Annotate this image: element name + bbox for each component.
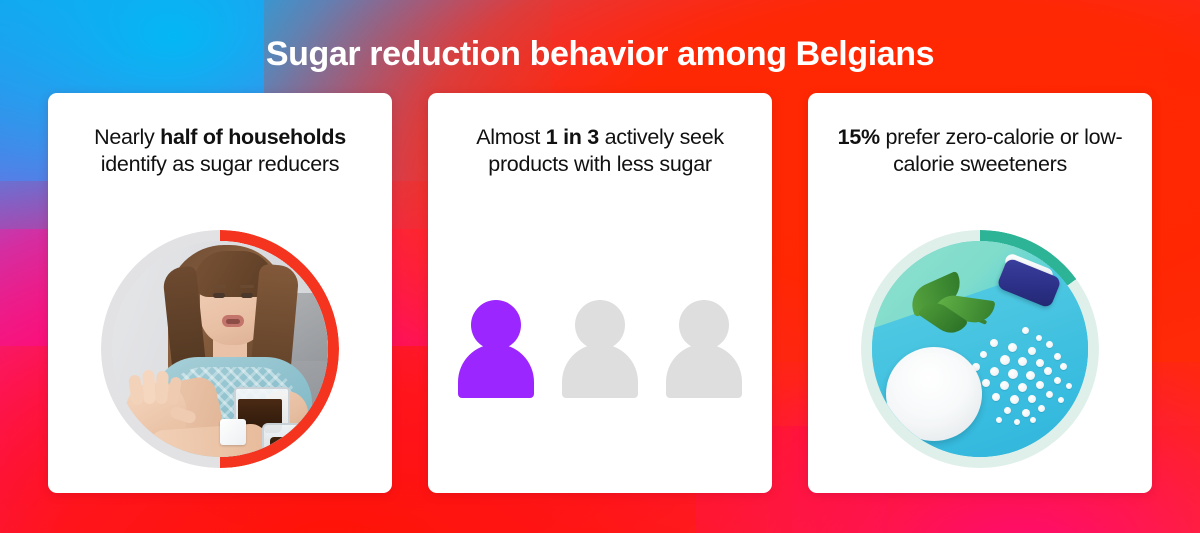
sweetener-tablet <box>1046 391 1053 398</box>
seek-text-before: Almost <box>476 125 546 149</box>
sweetener-tablet <box>1058 397 1064 403</box>
photo1-sugar-cube <box>220 419 246 445</box>
sweetener-tablet <box>1036 359 1044 367</box>
households-donut <box>101 230 339 468</box>
photo-woman-refusing-sugar <box>112 241 328 457</box>
person-icon-muted-2 <box>666 300 742 398</box>
sweetener-tablet <box>1028 395 1036 403</box>
sweetener-tablet <box>1000 355 1010 365</box>
households-visual <box>48 205 392 493</box>
seek-text-highlight: 1 in 3 <box>545 125 599 149</box>
sweetener-tablet <box>972 363 980 371</box>
sweetener-tablet <box>1030 417 1036 423</box>
sweetener-tablet <box>990 339 998 347</box>
stat-card-seek-less-sugar: Almost 1 in 3 actively seek products wit… <box>428 93 772 493</box>
photo1-finger-2 <box>142 369 156 405</box>
sweetener-tablet <box>1054 377 1061 384</box>
sweetener-tablet <box>1054 353 1061 360</box>
sweetener-tablet <box>1022 327 1029 334</box>
sweetener-tablet <box>1004 407 1011 414</box>
stat-card-sweeteners-text: 15% prefer zero-calorie or low-calorie s… <box>822 124 1138 177</box>
sweetener-tablet <box>1010 395 1019 404</box>
sweetener-tablet <box>1036 335 1042 341</box>
sweetener-tablet <box>1018 383 1027 392</box>
person-pictogram-group <box>458 300 742 398</box>
sweetener-tablet <box>992 393 1000 401</box>
sweetener-tablet <box>996 417 1002 423</box>
sweeteners-text-after: prefer zero-calorie or low-calorie sweet… <box>879 125 1123 176</box>
sweetener-tablet <box>980 351 987 358</box>
photo3-sugar-bowl-contents <box>894 353 974 423</box>
photo1-eye-right <box>241 293 253 298</box>
photo1-eyebrow-left <box>212 285 226 288</box>
sweetener-tablet <box>1060 363 1067 370</box>
photo1-mouth <box>226 319 240 324</box>
stat-card-households-text: Nearly half of households identify as su… <box>62 124 378 177</box>
sweeteners-text-highlight: 15% <box>837 125 880 149</box>
sweetener-tablet <box>1028 347 1036 355</box>
card-row: Nearly half of households identify as su… <box>48 93 1152 493</box>
page-title: Sugar reduction behavior among Belgians <box>265 35 935 73</box>
photo-sweeteners <box>872 241 1088 457</box>
sweetener-tablet <box>1022 409 1030 417</box>
sweetener-tablet <box>1046 341 1053 348</box>
households-text-before: Nearly <box>94 125 161 149</box>
stat-card-households: Nearly half of households identify as su… <box>48 93 392 493</box>
photo1-second-glass-liquid <box>270 437 316 455</box>
person-icon-body <box>458 344 534 398</box>
sweetener-tablet <box>990 367 999 376</box>
person-icon-highlighted <box>458 300 534 398</box>
sweetener-tablet <box>982 379 990 387</box>
sweetener-tablet <box>1008 343 1017 352</box>
sweetener-tablet <box>1008 369 1018 379</box>
sweetener-tablet <box>1044 367 1052 375</box>
sweetener-tablet <box>1014 419 1020 425</box>
person-icon-body <box>666 344 742 398</box>
sweeteners-donut <box>861 230 1099 468</box>
households-text-highlight: half of households <box>160 125 346 149</box>
sweetener-tablet <box>1066 383 1072 389</box>
sweetener-tablet <box>1036 381 1044 389</box>
sweetener-tablet <box>1038 405 1045 412</box>
sweeteners-visual <box>808 205 1152 493</box>
person-icon-head <box>471 300 521 350</box>
photo3-sweetener-tablets <box>970 325 1078 429</box>
sweetener-tablet <box>1018 357 1027 366</box>
photo1-eye-left <box>213 293 225 298</box>
sweetener-tablet <box>1026 371 1035 380</box>
person-icon-head <box>575 300 625 350</box>
sweetener-tablet <box>1000 381 1009 390</box>
photo1-eyebrow-right <box>240 285 254 288</box>
households-text-after: identify as sugar reducers <box>100 151 340 176</box>
person-icon-head <box>679 300 729 350</box>
seek-text-after: actively seek products with less sugar <box>488 125 724 176</box>
stat-card-sweeteners: 15% prefer zero-calorie or low-calorie s… <box>808 93 1152 493</box>
seek-less-sugar-visual <box>428 205 772 493</box>
person-icon-muted-1 <box>562 300 638 398</box>
stat-card-seek-less-sugar-text: Almost 1 in 3 actively seek products wit… <box>442 124 758 177</box>
person-icon-body <box>562 344 638 398</box>
